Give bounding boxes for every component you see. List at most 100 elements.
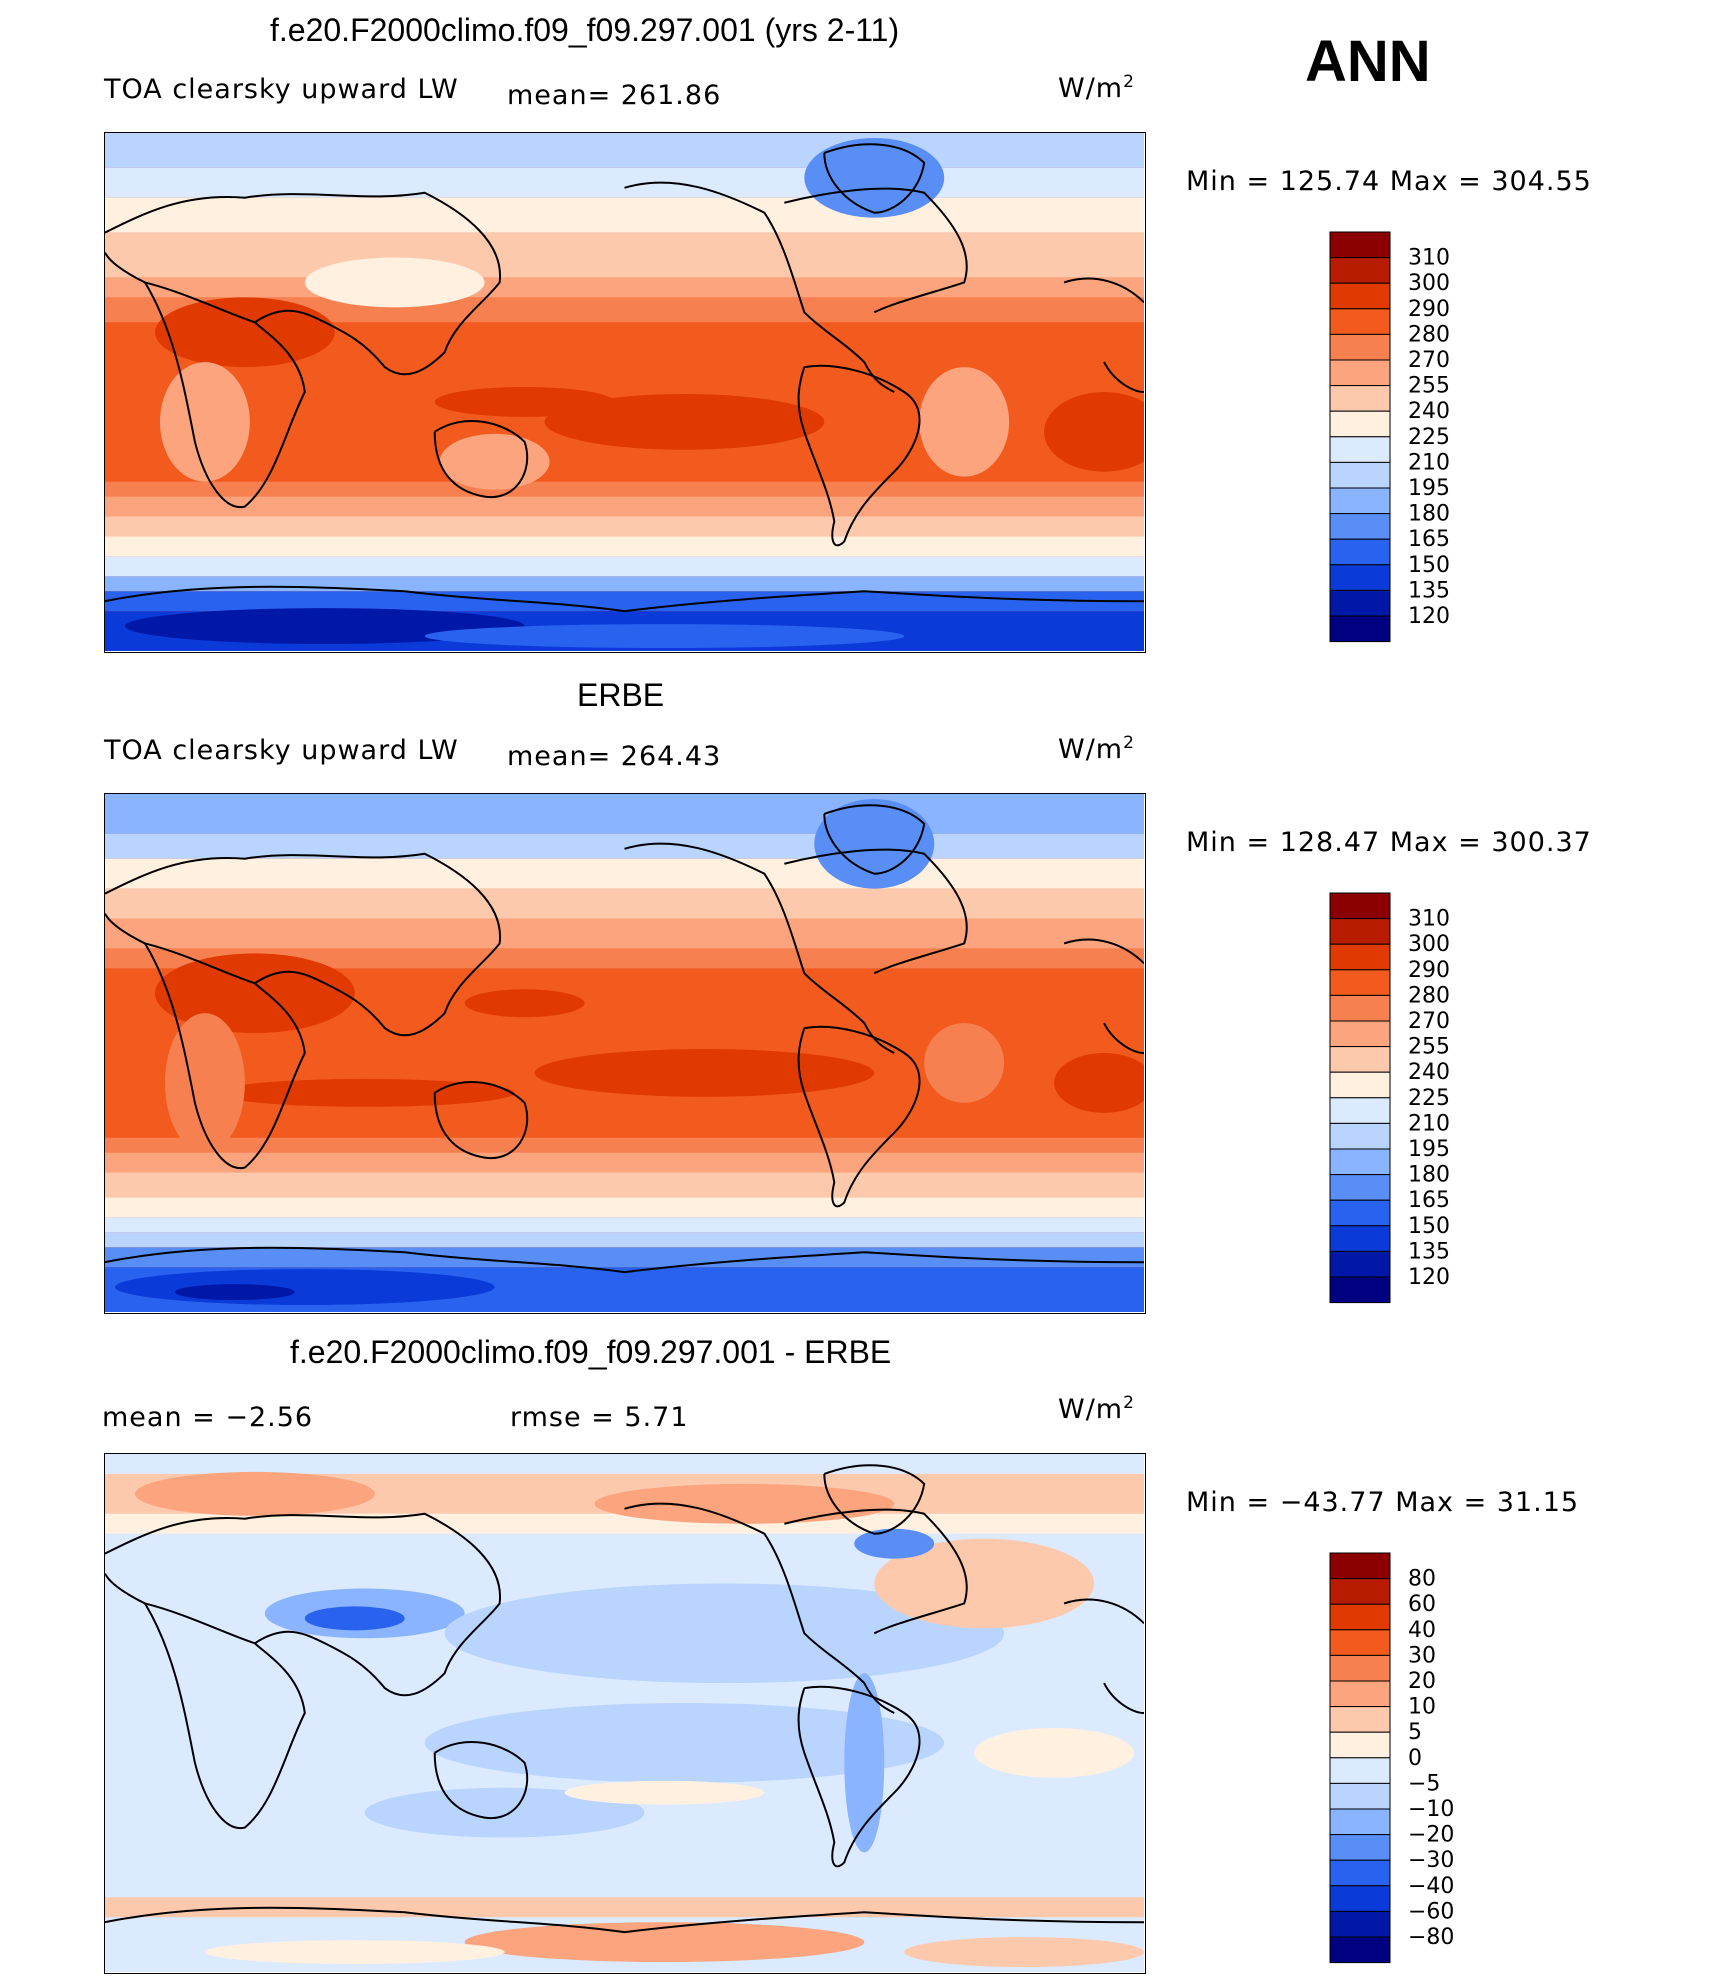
colorbar-swatch [1329, 1910, 1391, 1938]
season-label: ANN [1305, 29, 1431, 94]
colorbar-tick-label: 240 [1408, 399, 1450, 424]
panel-3-mean: mean = −2.56 [102, 1402, 314, 1433]
colorbar-swatch [1329, 333, 1391, 361]
panel-2-minmax: Min = 128.47 Max = 300.37 [1186, 827, 1592, 858]
colorbar-tick-label: −20 [1408, 1823, 1454, 1848]
colorbar-tick-label: 210 [1408, 1111, 1450, 1136]
colorbar-swatch [1329, 1199, 1391, 1227]
panel-1-title: f.e20.F2000climo.f09_f09.297.001 (yrs 2-… [270, 12, 900, 48]
panel-2-colorbar: 310 300 290 280 270 255 240 225 210 195 180 165 150 1… [1329, 892, 1490, 1307]
colorbar-tick-label: 135 [1408, 578, 1450, 603]
colorbar-tick-label: 310 [1408, 246, 1450, 271]
colorbar-tick-label: 225 [1408, 1086, 1450, 1111]
panel-2-units: W/m2 [1058, 733, 1135, 765]
colorbar-swatch [1329, 1122, 1391, 1150]
colorbar-swatch [1329, 257, 1391, 284]
colorbar-swatch [1329, 918, 1391, 945]
colorbar-swatch [1329, 1706, 1391, 1733]
panel-3-title: f.e20.F2000climo.f09_f09.297.001 - ERBE [290, 1334, 892, 1370]
colorbar-swatch [1329, 1250, 1391, 1278]
panel-3-minmax: Min = −43.77 Max = 31.15 [1186, 1487, 1580, 1518]
colorbar-swatch [1329, 589, 1391, 617]
colorbar-swatch [1329, 385, 1391, 412]
colorbar-swatch [1329, 1148, 1391, 1176]
colorbar-tick-label: 180 [1408, 1163, 1450, 1188]
colorbar-swatch [1329, 436, 1391, 463]
colorbar-swatch [1329, 410, 1391, 438]
panel-2-mean: mean= 264.43 [507, 741, 722, 772]
colorbar-tick-label: −10 [1408, 1797, 1454, 1822]
colorbar-tick-label: 195 [1408, 1137, 1450, 1162]
colorbar-tick-label: 165 [1408, 527, 1450, 552]
colorbar-swatch [1329, 1276, 1391, 1304]
colorbar-swatch [1329, 1046, 1391, 1073]
colorbar-swatch [1329, 943, 1391, 971]
colorbar-tick-label: 240 [1408, 1060, 1450, 1085]
colorbar-swatch [1329, 1225, 1391, 1252]
colorbar-swatch [1329, 282, 1391, 310]
colorbar-swatch [1329, 1097, 1391, 1124]
colorbar-tick-label: −40 [1408, 1874, 1454, 1899]
panel-1-map [104, 132, 1146, 653]
colorbar-tick-label: 290 [1408, 958, 1450, 983]
colorbar-tick-label: 165 [1408, 1188, 1450, 1213]
colorbar-swatch [1329, 487, 1391, 515]
colorbar-swatch [1329, 1731, 1391, 1759]
colorbar-tick-label: 150 [1408, 553, 1450, 578]
colorbar-swatch [1329, 892, 1391, 920]
colorbar-tick-label: 270 [1408, 348, 1450, 373]
panel-3-map-field [105, 1454, 1144, 1972]
colorbar-swatch [1329, 1859, 1391, 1887]
colorbar-tick-label: 210 [1408, 450, 1450, 475]
panel-1-mean: mean= 261.86 [507, 80, 722, 111]
colorbar-swatch [1329, 1654, 1391, 1682]
colorbar-tick-label: 80 [1408, 1567, 1436, 1592]
panel-1-map-field [105, 133, 1144, 651]
panel-3-units: W/m2 [1058, 1393, 1135, 1425]
panel-1-minmax: Min = 125.74 Max = 304.55 [1186, 166, 1592, 197]
colorbar-tick-label: 120 [1408, 604, 1450, 629]
colorbar-tick-label: 280 [1408, 983, 1450, 1008]
colorbar-tick-label: 310 [1408, 907, 1450, 932]
panel-3-rmse: rmse = 5.71 [510, 1402, 689, 1433]
colorbar-swatch [1329, 1174, 1391, 1201]
colorbar-swatch [1329, 461, 1391, 489]
colorbar-swatch [1329, 1071, 1391, 1099]
colorbar-tick-label: −30 [1408, 1848, 1454, 1873]
colorbar-tick-label: 280 [1408, 322, 1450, 347]
panel-2-variable-label: TOA clearsky upward LW [104, 735, 459, 766]
colorbar-tick-label: −5 [1408, 1771, 1440, 1796]
panel-2-map [104, 793, 1146, 1314]
colorbar-tick-label: −60 [1408, 1899, 1454, 1924]
colorbar-tick-label: 255 [1408, 1035, 1450, 1060]
colorbar-swatch [1329, 1020, 1391, 1048]
colorbar-swatch [1329, 1834, 1391, 1861]
panel-1-variable-label: TOA clearsky upward LW [104, 74, 459, 105]
colorbar-swatch [1329, 359, 1391, 387]
colorbar-swatch [1329, 1936, 1391, 1964]
colorbar-tick-label: 30 [1408, 1643, 1436, 1668]
colorbar-swatch [1329, 1680, 1391, 1708]
panel-1-colorbar: 310 300 290 280 270 255 240 225 210 195 180 165 150 1… [1329, 231, 1490, 646]
colorbar-tick-label: 135 [1408, 1239, 1450, 1264]
colorbar-tick-label: 270 [1408, 1009, 1450, 1034]
colorbar-swatch [1329, 231, 1391, 259]
colorbar-swatch [1329, 1603, 1391, 1631]
colorbar-tick-label: 180 [1408, 502, 1450, 527]
colorbar-tick-label: 195 [1408, 476, 1450, 501]
colorbar-tick-label: 150 [1408, 1214, 1450, 1239]
colorbar-tick-label: 5 [1408, 1720, 1422, 1745]
colorbar-tick-label: 300 [1408, 932, 1450, 957]
colorbar-tick-label: 290 [1408, 297, 1450, 322]
colorbar-swatch [1329, 969, 1391, 996]
colorbar-swatch [1329, 1578, 1391, 1605]
colorbar-tick-label: 40 [1408, 1618, 1436, 1643]
panel-3-colorbar: 80 60 40 30 20 10 5 0 −5 −10 −20 −30 −40 −60 −80 [1329, 1552, 1490, 1967]
colorbar-swatch [1329, 1552, 1391, 1580]
colorbar-tick-label: 20 [1408, 1669, 1436, 1694]
panel-1-units: W/m2 [1058, 72, 1135, 104]
colorbar-tick-label: −80 [1408, 1925, 1454, 1950]
colorbar-swatch [1329, 538, 1391, 566]
panel-2-title: ERBE [577, 677, 665, 713]
colorbar-swatch [1329, 1629, 1391, 1656]
